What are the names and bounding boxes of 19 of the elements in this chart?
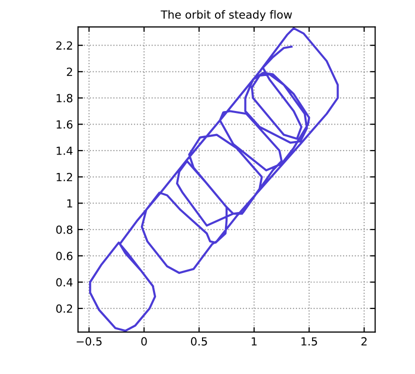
x-tick-label: 2 — [361, 337, 367, 346]
y-tick-label: 2.2 — [56, 41, 72, 50]
y-tick-label: 0.2 — [56, 304, 72, 313]
y-tick-label: 0.8 — [56, 225, 72, 234]
x-tick-label: 1 — [252, 337, 257, 346]
x-tick-label: −0.5 — [76, 337, 102, 346]
y-tick-label: 1.6 — [56, 120, 72, 129]
chart-title: The orbit of steady flow — [160, 10, 292, 21]
y-tick-label: 1.8 — [56, 94, 72, 102]
y-tick-label: 2 — [66, 68, 72, 76]
y-tick-label: 1.2 — [56, 172, 72, 182]
y-tick-label: 0.6 — [56, 252, 72, 260]
y-tick-label: 1.4 — [56, 146, 73, 155]
x-tick-label: 0 — [141, 337, 147, 346]
line-series — [89, 27, 339, 332]
x-tick-label: 1.5 — [302, 337, 317, 346]
y-tick-label: 0.4 — [56, 278, 73, 287]
y-tick-label: 1 — [67, 199, 72, 208]
x-tick-label: 0.5 — [190, 337, 207, 346]
